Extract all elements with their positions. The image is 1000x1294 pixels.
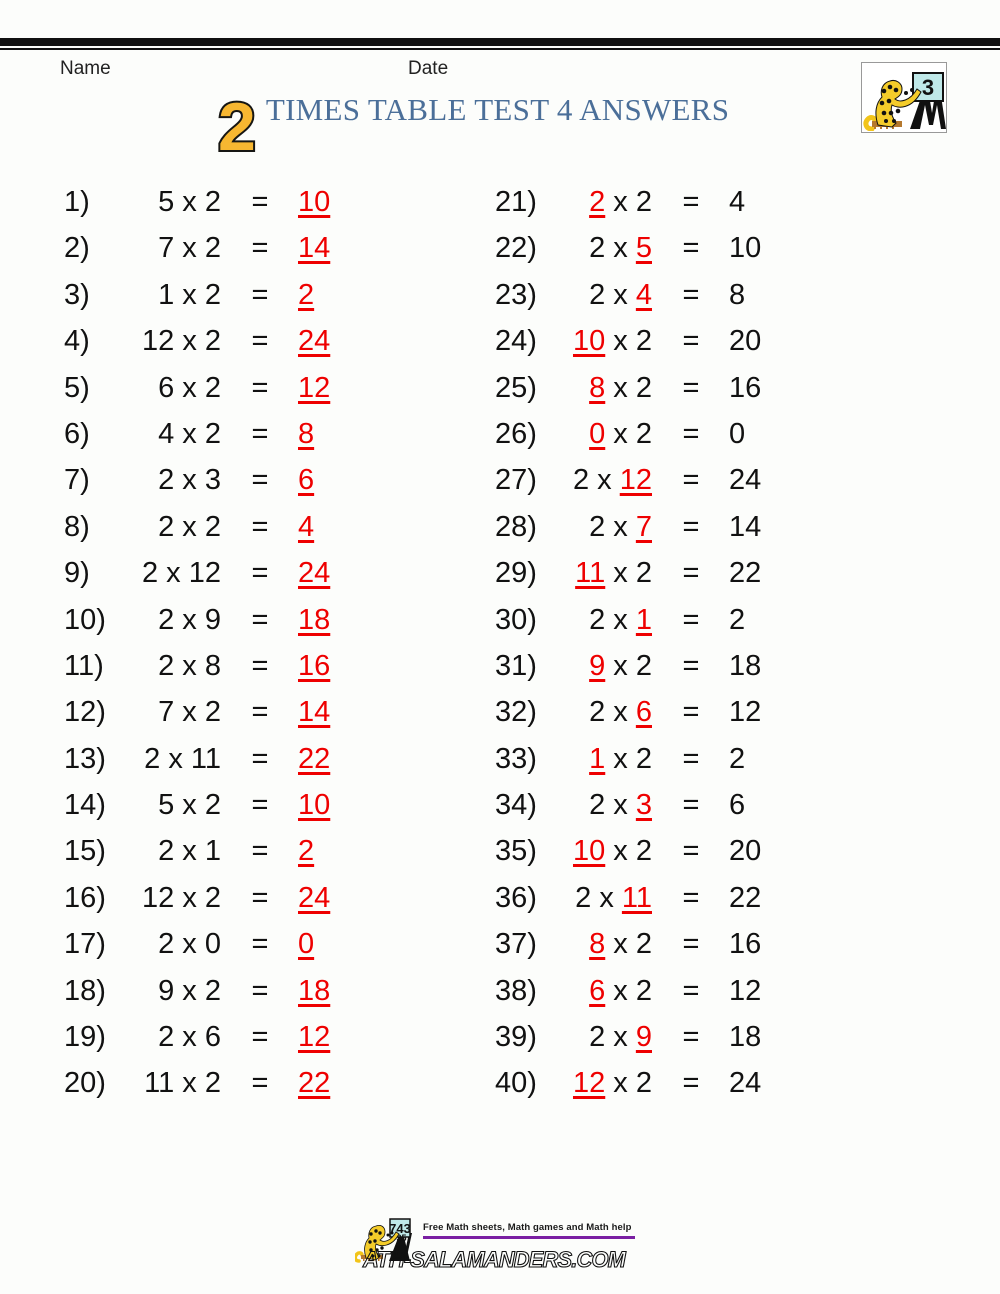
- svg-text:ATH-SALAMANDERS.COM: ATH-SALAMANDERS.COM: [362, 1247, 626, 1272]
- svg-text:3: 3: [922, 75, 934, 100]
